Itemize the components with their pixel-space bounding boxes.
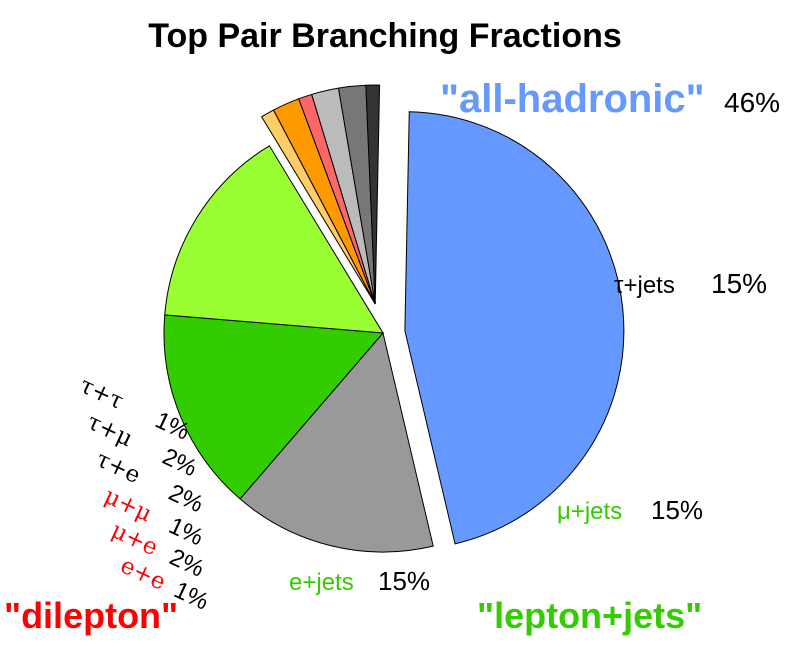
pie-slice-9	[365, 84, 381, 305]
slice-value-mu-mu: 1%	[165, 512, 208, 551]
slice-value-tau-jets: 15%	[711, 268, 767, 299]
slice-label-mu-e: μ+e	[107, 517, 161, 561]
pie-slice-1	[239, 331, 434, 553]
pie-slice-0	[404, 111, 625, 545]
slice-label-mu-jets: μ+jets	[557, 498, 622, 525]
slice-label-e-e: e+e	[116, 552, 169, 595]
pie-slice-3	[164, 145, 384, 334]
slice-label-e-jets: e+jets	[289, 569, 354, 596]
slice-value-e-jets: 15%	[378, 566, 430, 596]
slice-label-tau-jets: τ+jets	[614, 272, 675, 299]
slice-value-tau-mu: 2%	[158, 443, 201, 482]
slice-value-all-hadronic: 46%	[724, 87, 780, 118]
group-label-lepton-jets: "lepton+jets"	[477, 595, 702, 636]
slice-value-mu-jets: 15%	[651, 495, 703, 525]
slice-value-mu-e: 2%	[165, 544, 208, 583]
slice-value-tau-e: 2%	[165, 479, 208, 518]
group-label-dilepton: "dilepton"	[4, 595, 178, 636]
pie-slices	[163, 84, 625, 553]
chart-title: Top Pair Branching Fractions	[148, 17, 622, 55]
slice-label-all-hadronic: "all-hadronic"	[440, 77, 705, 121]
pie-slice-2	[163, 314, 385, 500]
slice-label-tau-e: τ+e	[92, 446, 144, 489]
slice-label-tau-mu: τ+μ	[83, 409, 137, 452]
slice-label-tau-tau: τ+τ	[76, 372, 128, 414]
